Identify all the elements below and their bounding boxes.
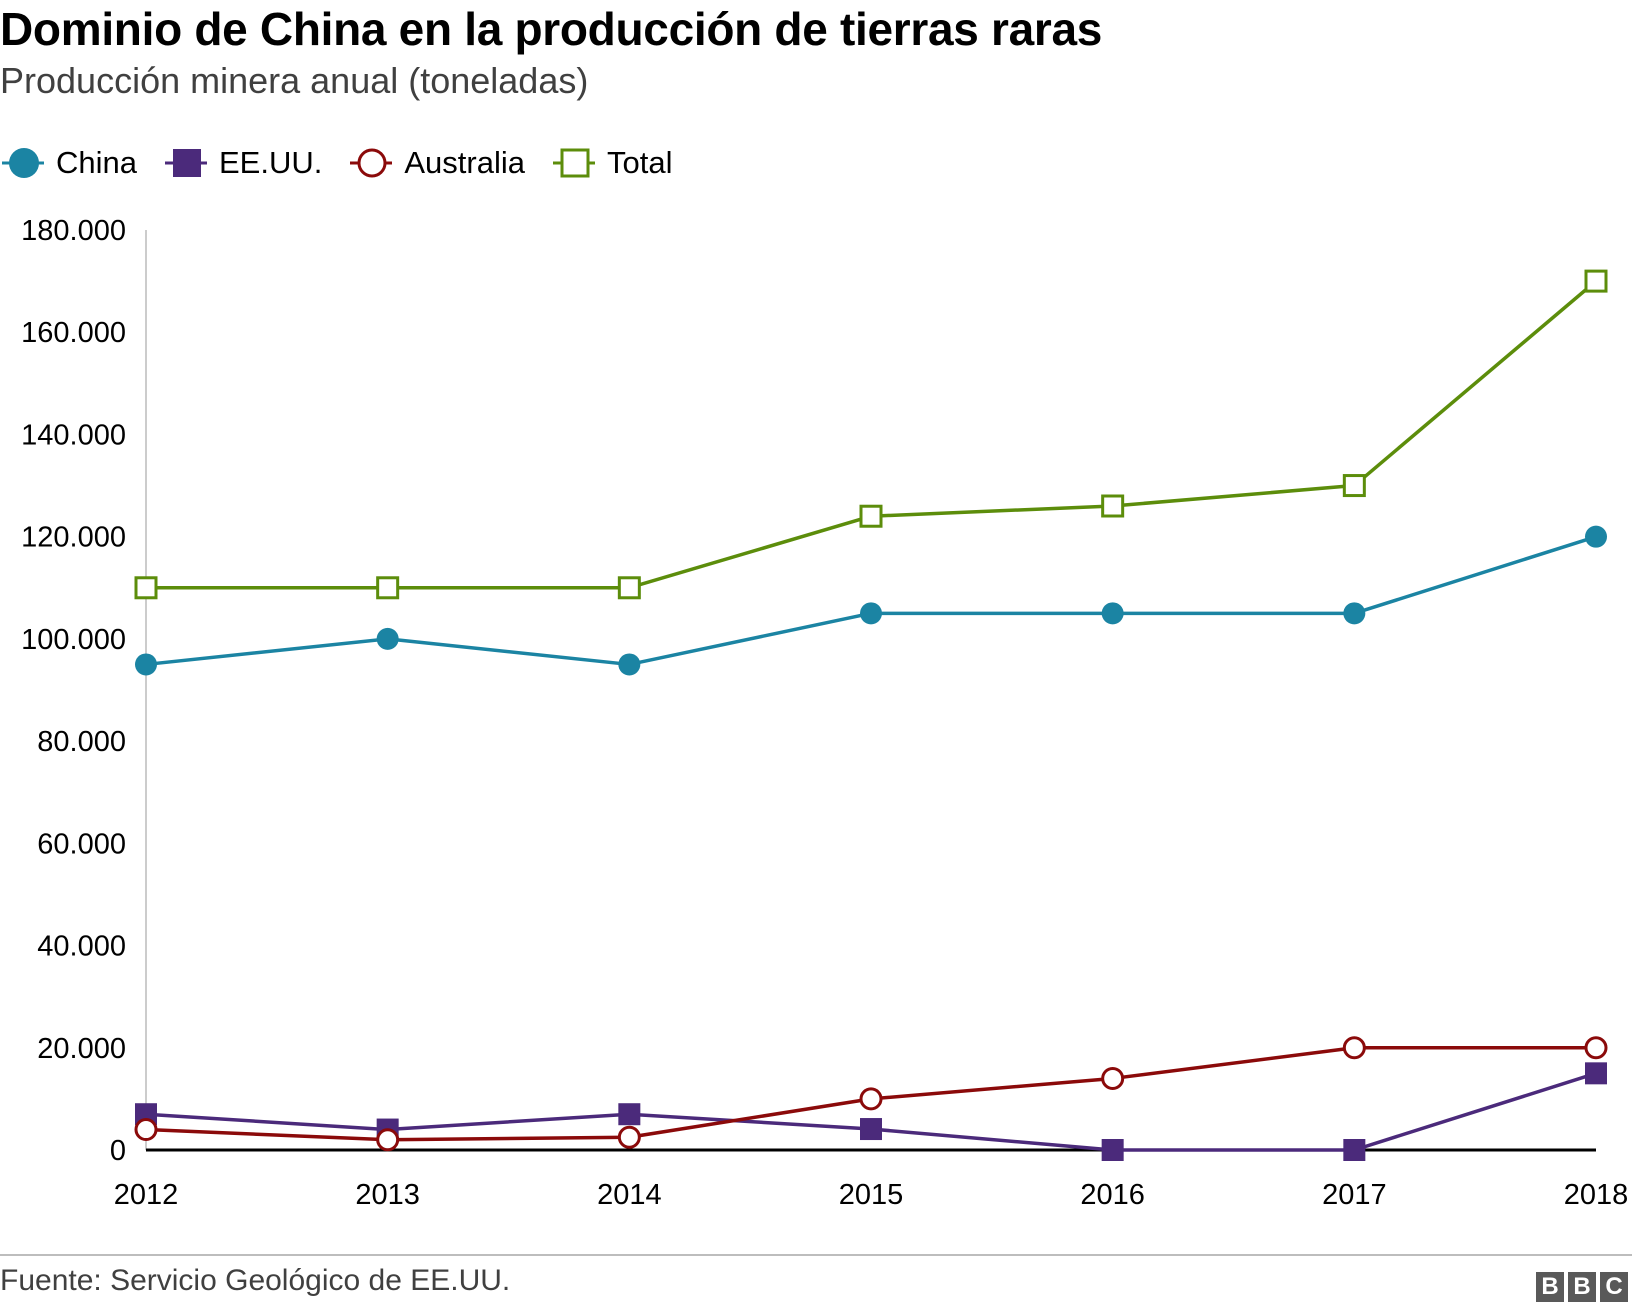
data-point — [1585, 525, 1607, 548]
x-tick-label: 2014 — [597, 1179, 662, 1211]
series-line — [146, 279, 1598, 590]
legend-swatch — [165, 149, 207, 177]
data-point — [376, 1128, 400, 1152]
y-tick-label: 60.000 — [37, 828, 126, 860]
data-point — [1584, 1036, 1608, 1060]
data-point — [617, 576, 641, 600]
series-line — [145, 534, 1597, 667]
data-point — [859, 504, 883, 528]
y-tick-label: 140.000 — [21, 419, 126, 451]
legend-item: Australia — [348, 143, 525, 183]
bbc-logo: B B C — [1536, 1272, 1628, 1302]
legend-swatch — [350, 148, 393, 178]
data-point — [376, 576, 400, 600]
data-point — [617, 1125, 641, 1149]
legend-swatch — [2, 148, 44, 178]
data-point — [1101, 1066, 1125, 1090]
x-tick-label: 2015 — [839, 1179, 904, 1211]
footer-divider — [0, 1254, 1632, 1256]
y-tick-label: 40.000 — [37, 931, 126, 963]
x-tick-label: 2017 — [1322, 1179, 1387, 1211]
series-china — [135, 525, 1607, 676]
line-chart: 0 20.000 40.000 60.000 80.000 100.000 120.000 1… — [21, 215, 1629, 1211]
data-point — [1101, 602, 1124, 625]
data-point — [1584, 269, 1608, 293]
data-point — [618, 1103, 641, 1126]
x-tick-label: 2018 — [1564, 1179, 1629, 1211]
series-australia — [134, 1036, 1608, 1152]
x-tick-label: 2013 — [355, 1179, 420, 1211]
data-point — [618, 653, 641, 676]
legend-item: EE.UU. — [163, 143, 322, 183]
legend-label: Australia — [404, 145, 525, 180]
data-point — [1101, 1139, 1124, 1161]
legend-item: Total — [551, 143, 672, 183]
data-point — [859, 1087, 883, 1111]
data-point — [1101, 494, 1125, 518]
data-point — [1343, 602, 1366, 625]
legend-marker — [173, 149, 201, 177]
legend-label: Total — [606, 145, 673, 180]
y-tick-label: 80.000 — [37, 726, 126, 758]
y-tick-label: 0 — [110, 1135, 126, 1167]
data-point — [1342, 1036, 1366, 1060]
data-point — [1343, 1139, 1366, 1161]
y-tick-label: 20.000 — [37, 1033, 126, 1065]
y-tick-label: 100.000 — [21, 624, 126, 656]
legend-label: China — [56, 145, 137, 180]
chart-legend: China EE.UU. Australia Total — [0, 135, 698, 191]
series-ee-uu — [135, 1062, 1607, 1161]
x-tick-label: 2012 — [114, 1179, 179, 1211]
series-total — [134, 269, 1608, 600]
chart-title: Dominio de China en la producción de tie… — [0, 3, 1103, 55]
legend-swatch — [552, 148, 595, 178]
y-tick-label: 160.000 — [21, 317, 126, 349]
data-point — [1342, 474, 1366, 498]
chart-subtitle: Producción minera anual (toneladas) — [0, 60, 589, 101]
data-point — [376, 627, 399, 650]
data-point — [860, 1118, 882, 1141]
legend-marker — [9, 148, 39, 178]
y-tick-label: 120.000 — [21, 522, 126, 554]
data-point — [135, 653, 157, 676]
source-note: Fuente: Servicio Geológico de EE.UU. — [0, 1264, 511, 1297]
bbc-logo-letter: B — [1536, 1272, 1564, 1302]
legend-item: China — [0, 143, 137, 183]
data-point — [860, 602, 882, 625]
x-tick-label: 2016 — [1080, 1179, 1145, 1211]
bbc-logo-letter: C — [1600, 1272, 1628, 1302]
legend-marker — [357, 148, 387, 178]
data-point — [134, 576, 158, 600]
legend-label: EE.UU. — [219, 145, 323, 180]
legend-marker — [560, 148, 590, 178]
data-point — [1585, 1062, 1607, 1085]
y-tick-label: 180.000 — [21, 215, 126, 247]
data-point — [134, 1118, 158, 1142]
bbc-logo-letter: B — [1568, 1272, 1596, 1302]
